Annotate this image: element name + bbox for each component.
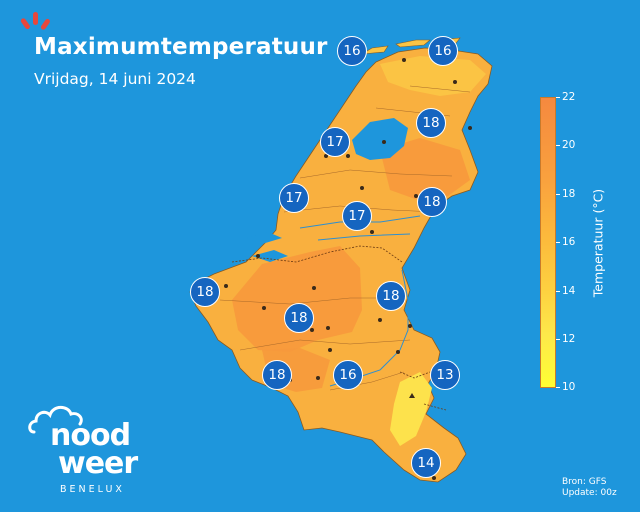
source-label: Bron: GFS	[562, 477, 607, 487]
temp-badge-oostende: 18	[190, 277, 220, 307]
summit-marker	[409, 393, 415, 398]
noodweer-logo: nood weer BENELUX	[28, 402, 138, 495]
temp-badge-rotterdam: 17	[279, 183, 309, 213]
logo-sub: BENELUX	[60, 484, 125, 495]
temp-badge-enschede: 18	[416, 108, 446, 138]
temp-badge-brussel: 18	[284, 303, 314, 333]
temp-badge-maastricht: 18	[376, 281, 406, 311]
legend-tick-label: 10	[562, 381, 576, 393]
mild-zone-north	[380, 56, 486, 96]
color-scale-bar	[540, 97, 556, 388]
zeeland-estuaries	[246, 232, 288, 262]
page-subtitle: Vrijdag, 14 juni 2024	[34, 70, 196, 88]
legend-tick	[556, 291, 560, 292]
source-info: Bron: GFS Update: 00z	[562, 477, 617, 499]
temp-badge-utrecht: 17	[342, 201, 372, 231]
temp-badge-groningen: 16	[428, 36, 458, 66]
temp-badge-liege-east: 13	[430, 360, 460, 390]
temp-badge-amsterdam: 17	[320, 127, 350, 157]
temp-badge-den-helder: 16	[337, 36, 367, 66]
legend-tick-label: 20	[562, 139, 576, 151]
country-border	[231, 245, 447, 411]
legend-tick	[556, 242, 560, 243]
temp-badge-arnhem: 18	[417, 187, 447, 217]
legend-tick	[556, 97, 560, 98]
legend-tick	[556, 339, 560, 340]
logo-line2: weer	[58, 446, 138, 481]
temp-badge-charleroi: 18	[262, 360, 292, 390]
legend-tick-label: 16	[562, 236, 576, 248]
logo-rays-icon	[20, 12, 50, 30]
legend-tick	[556, 145, 560, 146]
page-title: Maximumtemperatuur	[34, 34, 328, 60]
legend-tick-label: 12	[562, 333, 576, 345]
temp-badge-namur: 16	[333, 360, 363, 390]
legend-tick-label: 18	[562, 188, 576, 200]
legend-tick	[556, 387, 560, 388]
warm-zone-belgium	[232, 246, 362, 352]
update-label: Update: 00z	[562, 488, 617, 498]
legend-title: Temperatuur (°C)	[590, 188, 606, 298]
legend-tick-label: 22	[562, 91, 576, 103]
logo-line1: nood	[50, 418, 131, 453]
ijsselmeer	[352, 118, 408, 160]
cool-zone-ardennes	[390, 372, 432, 446]
legend-tick	[556, 194, 560, 195]
cloud-icon	[28, 405, 83, 434]
legend-tick-label: 14	[562, 285, 576, 297]
warm-zone-east	[380, 138, 470, 200]
temp-badge-luxembourg: 14	[411, 448, 441, 478]
